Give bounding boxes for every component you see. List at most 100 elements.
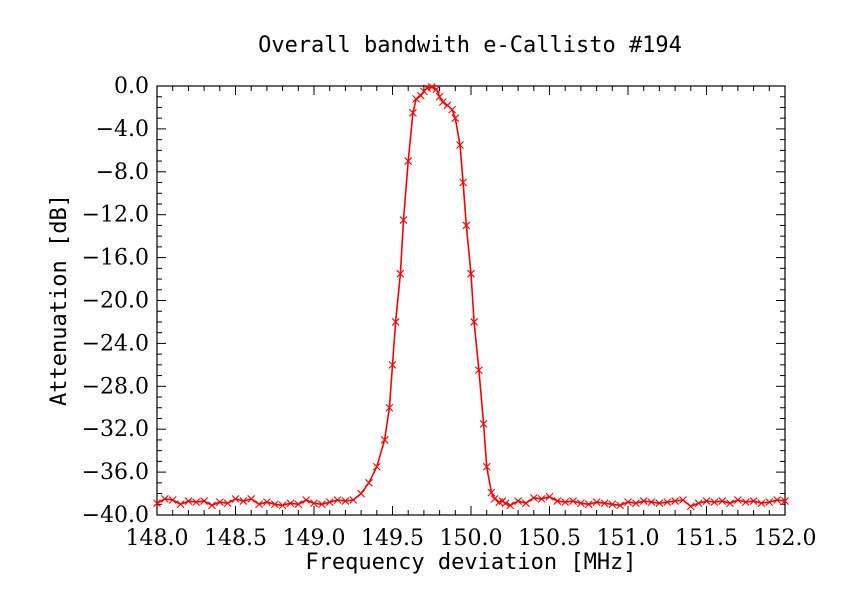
- data-point-marker: [349, 496, 358, 504]
- data-point-marker: [294, 500, 303, 509]
- data-point-marker: [160, 495, 169, 503]
- data-point-marker: [710, 498, 719, 507]
- data-point-marker: [529, 493, 538, 502]
- data-point-marker: [487, 488, 496, 497]
- data-point-marker: [600, 499, 609, 508]
- data-point-marker: [467, 269, 475, 278]
- data-point-marker: [506, 501, 515, 510]
- data-point-marker: [399, 216, 408, 224]
- data-point-marker: [663, 498, 672, 507]
- data-point-marker: [470, 318, 479, 326]
- data-point-marker: [231, 495, 240, 503]
- y-tick-label: 0.0: [114, 74, 149, 99]
- data-point-marker: [679, 496, 687, 504]
- data-point-marker: [501, 499, 510, 508]
- data-point-marker: [423, 84, 431, 93]
- x-tick-label: 151.5: [675, 526, 738, 551]
- y-tick-label: −16.0: [82, 246, 149, 271]
- data-point-marker: [671, 497, 679, 505]
- data-point-marker: [522, 499, 530, 508]
- data-point-marker: [773, 496, 782, 504]
- data-point-marker: [474, 366, 483, 375]
- data-point-marker: [718, 497, 727, 505]
- data-point-marker: [310, 499, 318, 508]
- data-point-marker: [270, 500, 279, 509]
- x-tick-label: 151.0: [597, 526, 660, 551]
- x-tick-label: 150.0: [440, 526, 503, 551]
- data-point-marker: [302, 496, 311, 504]
- data-point-marker: [223, 499, 232, 508]
- data-point-marker: [412, 94, 420, 103]
- data-point-marker: [592, 498, 601, 507]
- y-tick-label: −24.0: [82, 331, 149, 356]
- data-point-marker: [639, 497, 648, 505]
- data-point-marker: [168, 496, 177, 504]
- data-point-marker: [569, 497, 577, 505]
- y-tick-label: −32.0: [82, 417, 149, 442]
- data-point-marker: [255, 500, 263, 509]
- data-point-marker: [404, 157, 413, 165]
- y-tick-label: −28.0: [82, 374, 149, 399]
- data-point-marker: [490, 495, 499, 503]
- y-tick-label: −40.0: [82, 503, 149, 528]
- data-point-marker: [215, 498, 224, 507]
- plot-frame: [156, 85, 786, 516]
- data-point-marker: [365, 478, 373, 487]
- data-point-marker: [479, 419, 488, 428]
- x-tick-label: 149.5: [361, 526, 424, 551]
- data-point-marker: [278, 501, 287, 510]
- data-point-marker: [317, 500, 326, 509]
- x-tick-label: 152.0: [754, 526, 817, 551]
- series-line: [156, 86, 786, 508]
- data-point-marker: [553, 497, 562, 505]
- data-point-marker: [561, 498, 570, 507]
- data-point-marker: [577, 499, 585, 508]
- data-point-marker: [537, 495, 546, 503]
- y-tick-label: −4.0: [96, 117, 149, 142]
- data-point-marker: [451, 114, 460, 123]
- data-point-marker: [286, 499, 295, 508]
- data-point-marker: [514, 497, 522, 505]
- data-point-marker: [448, 105, 457, 114]
- data-point-marker: [438, 98, 447, 106]
- data-point-marker: [545, 492, 554, 501]
- data-point-marker: [341, 497, 350, 505]
- data-point-marker: [647, 498, 656, 507]
- data-point-marker: [192, 498, 201, 507]
- y-tick-label: −20.0: [82, 289, 149, 314]
- data-point-marker: [325, 498, 334, 507]
- x-axis-label: Frequency deviation [MHz]: [305, 550, 636, 575]
- data-point-marker: [435, 92, 444, 101]
- data-point-marker: [741, 498, 750, 507]
- data-point-marker: [765, 498, 774, 507]
- x-tick-labels: 148.0 148.5 149.0 149.5 150.0 150.5 151.0 151.5…: [126, 526, 817, 551]
- data-point-marker: [153, 499, 161, 508]
- y-tick-label: −8.0: [96, 160, 149, 185]
- chart-title: Overall bandwith e-Callisto #194: [258, 33, 682, 58]
- data-point-marker: [734, 496, 742, 504]
- data-point-marker: [427, 83, 436, 91]
- data-point-marker: [781, 497, 789, 505]
- data-point-marker: [631, 499, 640, 508]
- data-point-marker: [462, 221, 471, 230]
- x-tick-label: 148.0: [126, 526, 189, 551]
- y-tick-label: −12.0: [82, 203, 149, 228]
- data-point-marker: [184, 497, 193, 505]
- data-point-marker: [247, 495, 256, 503]
- data-point-marker: [200, 497, 208, 505]
- data-point-marker: [208, 501, 216, 510]
- x-tick-label: 149.0: [283, 526, 346, 551]
- data-point-marker: [239, 497, 248, 505]
- y-axis-label: Attenuation [dB]: [47, 194, 72, 406]
- data-point-marker: [749, 497, 758, 505]
- data-point-marker: [584, 500, 593, 509]
- data-point-marker: [482, 462, 491, 471]
- data-point-marker: [702, 497, 711, 505]
- data-point-marker: [409, 108, 417, 117]
- data-point-marker: [333, 496, 342, 504]
- data-point-marker: [608, 500, 617, 509]
- data-point-marker: [357, 489, 365, 498]
- y-tick-labels: 0.0 −4.0 −8.0 −12.0 −16.0 −20.0 −24.0 −28.0 −32.…: [82, 74, 149, 528]
- x-tick-label: 150.5: [518, 526, 581, 551]
